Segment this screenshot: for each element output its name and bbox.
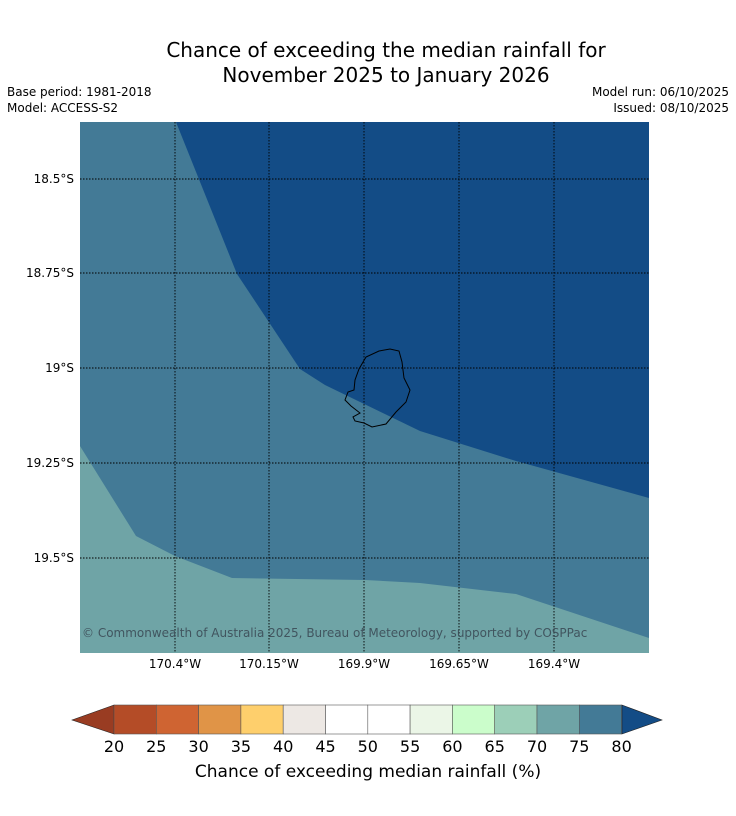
colorbar-tick-55: 55 bbox=[399, 737, 421, 756]
colorbar-under-arrow bbox=[71, 704, 115, 735]
region-over-80 bbox=[176, 122, 649, 498]
colorbar-tick-75: 75 bbox=[569, 737, 590, 756]
chart-title: Chance of exceeding the median rainfall … bbox=[0, 38, 736, 88]
colorbar-cell-0 bbox=[113, 704, 157, 735]
meta-left: Base period: 1981-2018 Model: ACCESS-S2 bbox=[7, 84, 152, 116]
colorbar-cell-10 bbox=[536, 704, 580, 735]
copyright-text: © Commonwealth of Australia 2025, Bureau… bbox=[82, 626, 587, 640]
colorbar-tick-45: 45 bbox=[315, 737, 336, 756]
colorbar-tick-35: 35 bbox=[230, 737, 252, 756]
issued-date: Issued: 08/10/2025 bbox=[613, 101, 729, 115]
colorbar-cells bbox=[113, 704, 622, 735]
colorbar-tick-20: 20 bbox=[103, 737, 125, 756]
colorbar-over-arrow bbox=[621, 704, 663, 735]
lat-label-19-5: 19.5°S bbox=[33, 551, 74, 565]
title-line-1: Chance of exceeding the median rainfall … bbox=[166, 38, 606, 62]
colorbar-label: Chance of exceeding median rainfall (%) bbox=[194, 762, 542, 782]
map-area: © Commonwealth of Australia 2025, Bureau… bbox=[80, 122, 649, 653]
colorbar-cell-2 bbox=[198, 704, 242, 735]
colorbar bbox=[71, 704, 663, 735]
colorbar-cell-5 bbox=[325, 704, 369, 735]
meta-right: Model run: 06/10/2025 Issued: 08/10/2025 bbox=[592, 84, 729, 116]
lon-label-170-4: 170.4°W bbox=[148, 657, 202, 671]
colorbar-tick-70: 70 bbox=[526, 737, 548, 756]
colorbar-cell-4 bbox=[282, 704, 326, 735]
colorbar-tick-30: 30 bbox=[188, 737, 209, 756]
lon-label-169-9: 169.9°W bbox=[337, 657, 391, 671]
lat-label-19-25: 19.25°S bbox=[26, 456, 74, 470]
colorbar-cell-7 bbox=[409, 704, 453, 735]
colorbar-cell-6 bbox=[367, 704, 411, 735]
model-run: Model run: 06/10/2025 bbox=[591, 85, 729, 99]
colorbar-tick-25: 25 bbox=[146, 737, 167, 756]
base-period: Base period: 1981-2018 bbox=[7, 85, 152, 99]
colorbar-tick-60: 60 bbox=[442, 737, 463, 756]
colorbar-cell-3 bbox=[240, 704, 284, 735]
colorbar-tick-65: 65 bbox=[484, 737, 505, 756]
colorbar-cell-8 bbox=[452, 704, 495, 735]
colorbar-cell-11 bbox=[578, 704, 622, 735]
colorbar-cell-9 bbox=[494, 704, 538, 735]
lon-label-170-15: 170.15°W bbox=[239, 657, 299, 671]
lat-label-18-5: 18.5°S bbox=[33, 172, 74, 186]
colorbar-tick-50: 50 bbox=[357, 737, 378, 756]
island-outline bbox=[344, 348, 411, 428]
lon-label-169-4: 169.4°W bbox=[527, 657, 581, 671]
lon-label-169-65: 169.65°W bbox=[429, 657, 489, 671]
model-name: Model: ACCESS-S2 bbox=[7, 101, 119, 115]
colorbar-tick-40: 40 bbox=[273, 737, 294, 756]
colorbar-cell-1 bbox=[156, 704, 199, 735]
title-line-2: November 2025 to January 2026 bbox=[222, 63, 550, 87]
lat-label-18-75: 18.75°S bbox=[26, 266, 74, 280]
gridlines bbox=[80, 122, 649, 653]
lat-label-19: 19°S bbox=[45, 361, 74, 375]
colorbar-tick-80: 80 bbox=[611, 737, 632, 756]
